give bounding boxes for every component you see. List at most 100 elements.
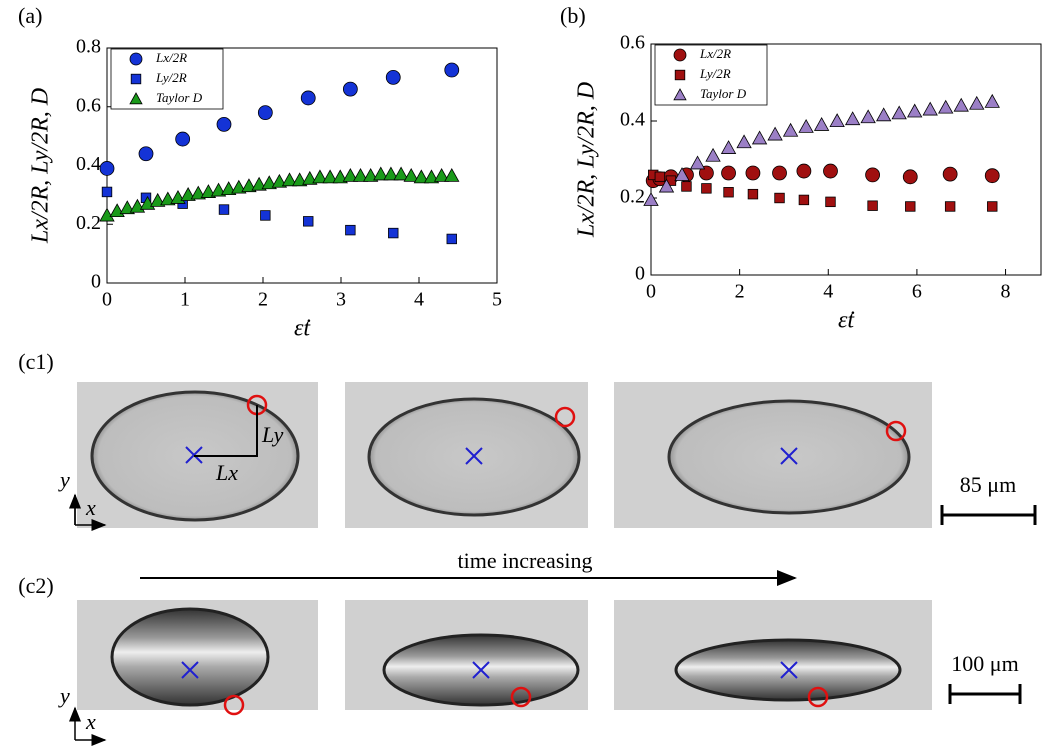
point	[260, 210, 271, 221]
point	[99, 207, 115, 222]
y-axis-label: Lx/2R, Ly/2R, D	[28, 88, 54, 244]
ly-label: Ly	[261, 422, 284, 447]
point	[312, 169, 328, 184]
point	[823, 163, 838, 179]
point	[433, 167, 450, 182]
point	[747, 188, 759, 200]
x-tick-label: 3	[336, 289, 346, 311]
legend-label: Lx/2R	[699, 46, 731, 61]
point	[352, 167, 369, 182]
drop	[110, 607, 270, 707]
point	[654, 171, 666, 183]
point	[388, 227, 399, 239]
legend-label: Taylor D	[156, 90, 203, 105]
plot-frame	[650, 43, 1042, 276]
axis-x: x	[85, 495, 96, 520]
point	[860, 109, 876, 124]
point	[942, 166, 958, 182]
axis-y: y	[58, 467, 70, 492]
x-tick-label: 5	[492, 289, 502, 311]
point	[342, 167, 359, 182]
chart: (b) 0 2 4 6 8 0 0.2 0.4 0.6 ε̇t Lx/2R, Ly/2R, D Lx/2…	[560, 3, 1042, 334]
point	[867, 200, 878, 211]
point	[984, 168, 1000, 184]
point	[987, 201, 998, 212]
point	[698, 165, 714, 181]
point	[813, 117, 830, 131]
chart: (a) 0 1 2 3 4 5 0 0.2 0.4 0.6 0.8 ε̇t Lx/2R, Ly/2R, D…	[18, 3, 502, 341]
point	[342, 81, 358, 97]
point	[129, 52, 143, 66]
point	[291, 172, 308, 187]
length-guides	[194, 405, 258, 457]
lx-label: Lx	[215, 460, 238, 485]
point	[701, 183, 712, 194]
point	[798, 118, 814, 133]
x-tick-label: 8	[1001, 281, 1011, 303]
point	[767, 126, 783, 141]
point	[658, 178, 675, 193]
point	[129, 92, 143, 105]
y-tick-label: 0.6	[76, 94, 101, 116]
point	[383, 166, 399, 181]
point	[362, 167, 379, 182]
point	[673, 88, 687, 101]
point	[130, 73, 142, 85]
point	[303, 216, 314, 227]
point	[772, 165, 787, 181]
panel-label: (c1)	[18, 349, 53, 374]
image-row-1: Ly Lx y x 85 μm	[58, 382, 1037, 528]
x-tick-label: 1	[180, 289, 190, 311]
x-tick-label: 6	[912, 281, 922, 303]
x-tick-label: 4	[414, 289, 424, 311]
point	[160, 191, 176, 206]
point	[175, 131, 191, 147]
point	[261, 175, 277, 190]
point	[798, 194, 810, 206]
legend-label: Taylor D	[700, 86, 747, 101]
axis-x: x	[85, 709, 96, 734]
point	[969, 95, 985, 110]
y-axis-label: Lx/2R, Ly/2R, D	[574, 82, 600, 238]
x-axis-label: ε̇t	[294, 316, 311, 342]
y-tick-label: 0.2	[620, 186, 645, 208]
scale-label: 100 μm	[951, 651, 1018, 676]
point	[673, 48, 687, 62]
point	[891, 105, 907, 120]
y-tick-label: 0.6	[620, 32, 645, 54]
point	[902, 169, 918, 185]
point	[736, 134, 752, 149]
point	[150, 192, 166, 207]
point	[720, 140, 737, 154]
legend	[654, 44, 768, 106]
point	[385, 69, 401, 85]
point	[643, 192, 659, 206]
point	[825, 196, 836, 208]
point	[984, 93, 1000, 108]
point	[393, 166, 409, 181]
axis-y: y	[58, 683, 70, 708]
point	[345, 224, 356, 236]
scale-bar	[948, 684, 1022, 704]
arrow-label: time increasing	[457, 548, 592, 573]
point	[403, 167, 419, 182]
point	[423, 169, 440, 184]
point	[705, 147, 721, 162]
y-tick-label: 0	[91, 271, 101, 293]
point	[938, 99, 954, 114]
point	[251, 176, 267, 191]
point	[751, 130, 768, 145]
point	[302, 170, 318, 185]
legend-label: Lx/2R	[155, 50, 187, 65]
point	[723, 187, 734, 198]
point	[674, 167, 690, 181]
x-tick-label: 4	[823, 281, 833, 303]
point	[99, 161, 115, 176]
panel-label: (a)	[18, 3, 42, 28]
y-tick-label: 0.4	[76, 153, 101, 175]
point	[875, 107, 892, 122]
point	[271, 173, 288, 188]
point	[180, 187, 196, 201]
y-tick-label: 0	[635, 263, 645, 285]
point	[190, 185, 206, 200]
